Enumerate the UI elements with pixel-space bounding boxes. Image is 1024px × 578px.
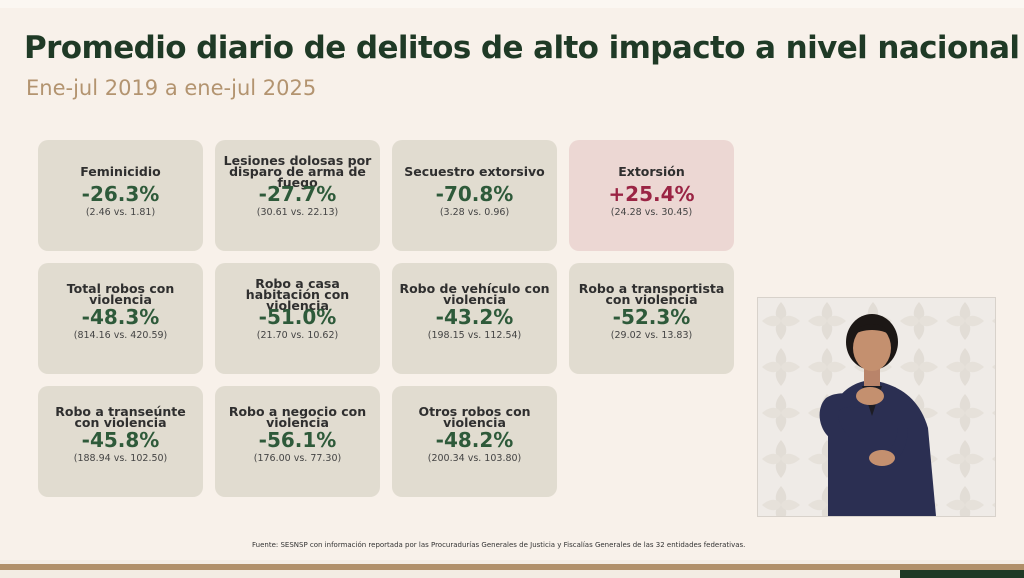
card-compare: (198.15 vs. 112.54)	[427, 330, 522, 341]
card-extorsion: Extorsión +25.4% (24.28 vs. 30.45)	[569, 140, 734, 251]
card-robo-transeunte: Robo a transeúnte con violencia -45.8% (…	[38, 386, 203, 497]
card-compare: (200.34 vs. 103.80)	[427, 453, 522, 464]
card-value: -45.8%	[81, 428, 160, 452]
card-label: Robo a transeúnte con violencia	[55, 404, 186, 430]
card-value: -26.3%	[81, 182, 160, 206]
card-robo-vehiculo: Robo de vehículo con violencia -43.2% (1…	[392, 263, 557, 374]
card-value: -70.8%	[435, 182, 514, 206]
page-title: Promedio diario de delitos de alto impac…	[24, 30, 1020, 66]
page-subtitle: Ene-jul 2019 a ene-jul 2025	[26, 76, 317, 100]
top-bar	[0, 0, 1024, 8]
card-compare: (29.02 vs. 13.83)	[610, 330, 693, 341]
card-label: Otros robos con violencia	[418, 404, 531, 430]
card-value: -52.3%	[612, 305, 691, 329]
card-total-robos: Total robos con violencia -48.3% (814.16…	[38, 263, 203, 374]
card-robo-casa: Robo a casa habitación con violencia -51…	[215, 263, 380, 374]
card-compare: (814.16 vs. 420.59)	[73, 330, 168, 341]
card-compare: (24.28 vs. 30.45)	[610, 207, 693, 218]
card-label: Extorsión	[618, 163, 685, 179]
card-compare: (176.00 vs. 77.30)	[253, 453, 342, 464]
bottom-gold-stripe	[0, 564, 1024, 570]
card-label: Robo a casa habitación con violencia	[245, 275, 350, 313]
card-robo-transportista: Robo a transportista con violencia -52.3…	[569, 263, 734, 374]
card-value: -43.2%	[435, 305, 514, 329]
card-compare: (2.46 vs. 1.81)	[85, 207, 156, 218]
card-label: Robo a negocio con violencia	[228, 404, 367, 430]
bottom-dark-accent	[900, 570, 1024, 578]
card-value: -56.1%	[258, 428, 337, 452]
card-value: -48.3%	[81, 305, 160, 329]
card-otros-robos: Otros robos con violencia -48.2% (200.34…	[392, 386, 557, 497]
sign-language-interpreter-video	[757, 297, 996, 517]
card-compare: (188.94 vs. 102.50)	[73, 453, 168, 464]
card-compare: (21.70 vs. 10.62)	[256, 330, 339, 341]
source-note: Fuente: SESNSP con información reportada…	[252, 541, 746, 549]
card-label: Lesiones dolosas por disparo de arma de …	[223, 152, 372, 190]
card-feminicidio: Feminicidio -26.3% (2.46 vs. 1.81)	[38, 140, 203, 251]
interpreter-illustration	[758, 298, 995, 516]
card-label: Secuestro extorsivo	[404, 163, 545, 179]
card-lesiones-dolosas: Lesiones dolosas por disparo de arma de …	[215, 140, 380, 251]
card-label: Robo a transportista con violencia	[578, 281, 725, 307]
card-compare: (30.61 vs. 22.13)	[256, 207, 339, 218]
card-compare: (3.28 vs. 0.96)	[439, 207, 510, 218]
card-label: Feminicidio	[80, 163, 161, 179]
card-value: +25.4%	[608, 182, 695, 206]
card-label: Robo de vehículo con violencia	[399, 281, 550, 307]
card-value: -48.2%	[435, 428, 514, 452]
card-label: Total robos con violencia	[66, 281, 175, 307]
card-value: -51.0%	[258, 305, 337, 329]
card-value: -27.7%	[258, 182, 337, 206]
card-secuestro-extorsivo: Secuestro extorsivo -70.8% (3.28 vs. 0.9…	[392, 140, 557, 251]
card-robo-negocio: Robo a negocio con violencia -56.1% (176…	[215, 386, 380, 497]
